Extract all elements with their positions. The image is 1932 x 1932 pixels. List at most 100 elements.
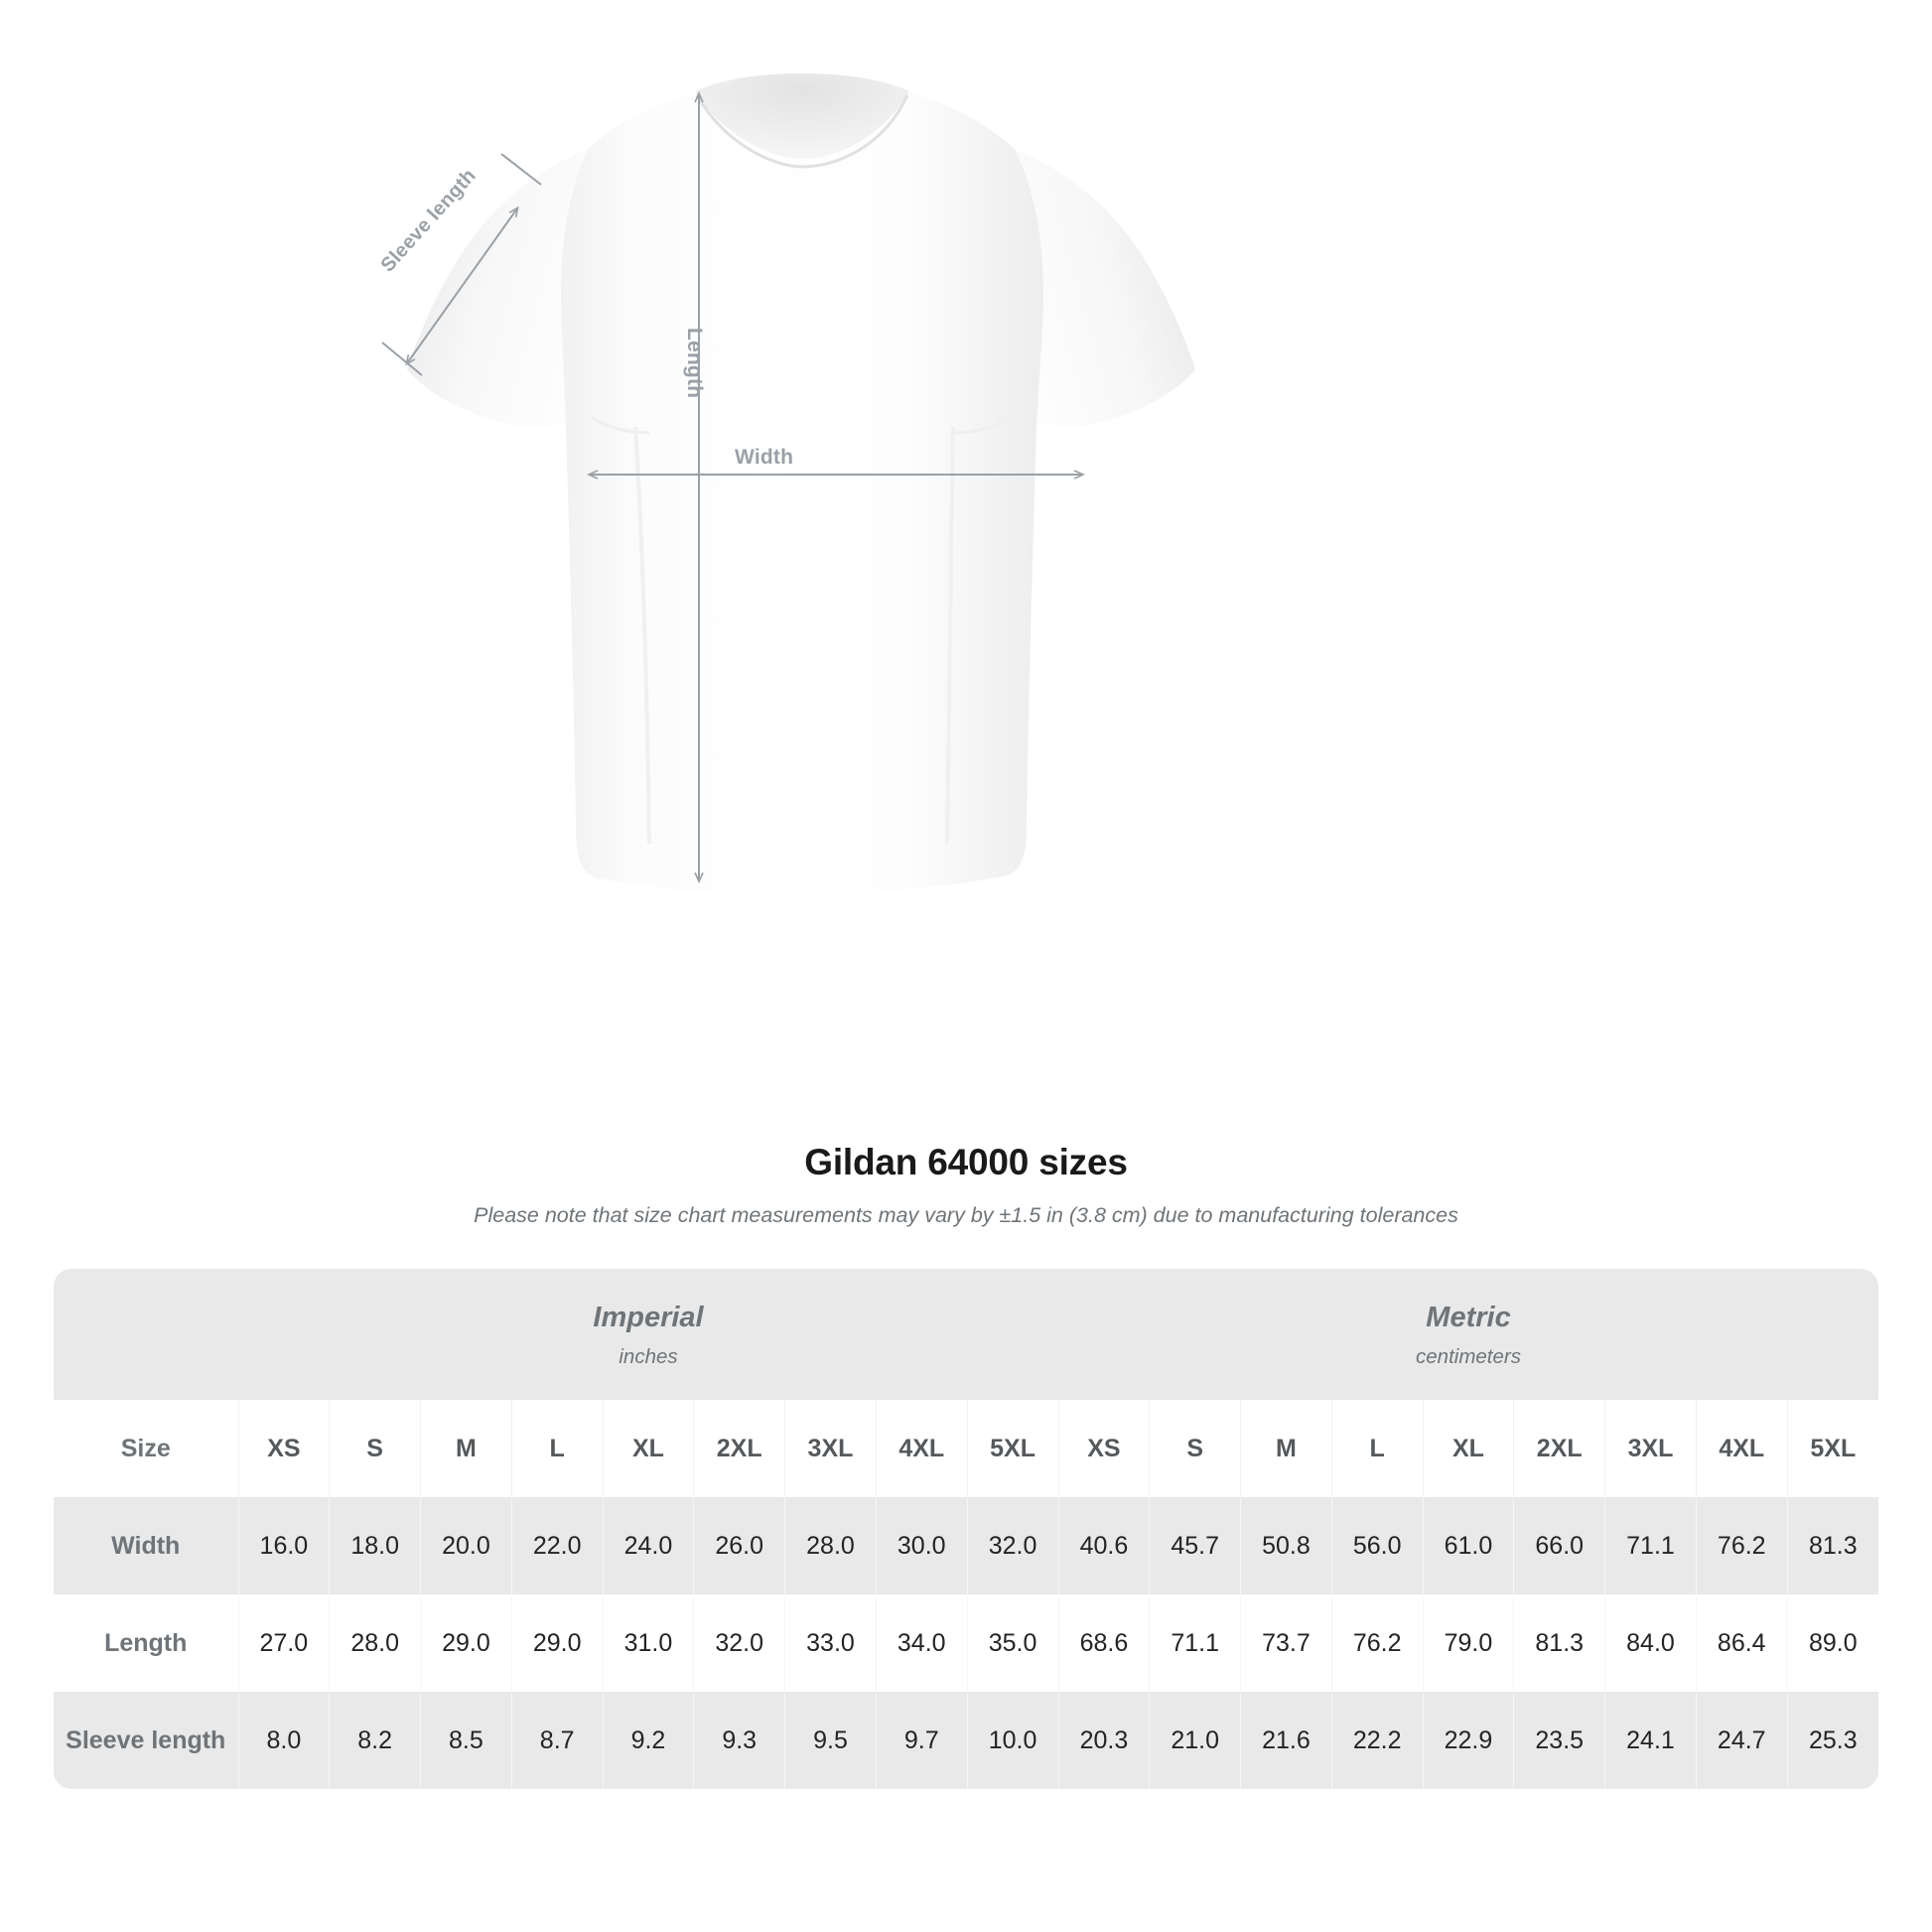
measurement-value-cell: 33.0 — [784, 1594, 877, 1692]
measurement-value-cell: 22.0 — [510, 1497, 604, 1594]
measurement-value-cell: 24.0 — [602, 1497, 694, 1594]
measurement-value-cell: 50.8 — [1240, 1497, 1332, 1594]
measurement-value-cell: 29.0 — [510, 1594, 604, 1692]
measurement-value-cell: 76.2 — [1330, 1594, 1424, 1692]
measurement-value-cell: 8.0 — [237, 1692, 330, 1789]
measurement-value-cell: 73.7 — [1240, 1594, 1332, 1692]
measurement-value-cell: 22.2 — [1330, 1692, 1424, 1789]
measurement-value-cell: 9.3 — [693, 1692, 785, 1789]
sleeve-length-dimension-arrow — [381, 153, 542, 376]
size-column-header: 2XL — [1513, 1400, 1605, 1497]
measurement-value-cell: 34.0 — [875, 1594, 968, 1692]
size-column-header: S — [1149, 1400, 1241, 1497]
measurement-value-cell: 21.0 — [1149, 1692, 1241, 1789]
measurement-value-cell: 9.2 — [602, 1692, 694, 1789]
measurement-value-cell: 29.0 — [420, 1594, 512, 1692]
title-block: Gildan 64000 sizes Please note that size… — [0, 1142, 1932, 1228]
measurement-value-cell: 24.1 — [1604, 1692, 1697, 1789]
size-header-row: Size XS S M L XL 2XL 3XL 4XL 5XL XS S M L XL 2XL 3XL 4XL 5… — [54, 1400, 1878, 1497]
size-row-header: Size — [54, 1400, 238, 1497]
tshirt-diagram: Sleeve length Length Width — [376, 73, 1195, 896]
measurement-value-cell: 21.6 — [1240, 1692, 1332, 1789]
size-column-header: 3XL — [784, 1400, 877, 1497]
size-column-header: XS — [237, 1400, 330, 1497]
tshirt-illustration — [381, 73, 1195, 896]
measurement-row-header: Sleeve length — [54, 1692, 238, 1789]
imperial-unit-header: Imperial inches — [238, 1269, 1059, 1400]
unit-band-spacer — [54, 1269, 238, 1400]
measurement-value-cell: 25.3 — [1786, 1692, 1878, 1789]
measurement-value-cell: 16.0 — [237, 1497, 330, 1594]
measurement-value-cell: 8.5 — [420, 1692, 512, 1789]
size-column-header: L — [1330, 1400, 1424, 1497]
measurement-value-cell: 18.0 — [329, 1497, 421, 1594]
metric-unit-header-sub: centimeters — [1416, 1345, 1521, 1369]
length-label: Length — [683, 328, 706, 399]
measurement-value-cell: 76.2 — [1695, 1497, 1788, 1594]
measurement-value-cell: 61.0 — [1422, 1497, 1514, 1594]
measurement-value-cell: 27.0 — [237, 1594, 330, 1692]
page-title: Gildan 64000 sizes — [804, 1142, 1128, 1182]
measurement-value-cell: 84.0 — [1604, 1594, 1697, 1692]
size-column-header: XL — [1422, 1400, 1514, 1497]
unit-system-header-row: Imperial inches Metric centimeters — [54, 1269, 1878, 1400]
size-column-header: M — [420, 1400, 512, 1497]
measurement-value-cell: 9.7 — [875, 1692, 968, 1789]
measurement-value-cell: 32.0 — [693, 1594, 785, 1692]
measurement-value-cell: 45.7 — [1149, 1497, 1241, 1594]
tshirt-body-shape — [407, 73, 1195, 896]
size-column-header: S — [329, 1400, 421, 1497]
size-chart-table: Imperial inches Metric centimeters Size XS S M L… — [54, 1269, 1878, 1789]
measurement-value-cell: 86.4 — [1695, 1594, 1788, 1692]
measurement-value-cell: 28.0 — [784, 1497, 877, 1594]
width-label: Width — [735, 446, 794, 469]
size-column-header: M — [1240, 1400, 1332, 1497]
measurement-value-cell: 71.1 — [1149, 1594, 1241, 1692]
measurement-value-cell: 68.6 — [1057, 1594, 1150, 1692]
measurement-value-cell: 26.0 — [693, 1497, 785, 1594]
measurement-value-cell: 81.3 — [1513, 1594, 1605, 1692]
measurement-value-cell: 24.7 — [1695, 1692, 1788, 1789]
table-row: Sleeve length 8.0 8.2 8.5 8.7 9.2 9.3 9.5 9.7 10.… — [54, 1692, 1878, 1789]
size-chart-table-wrapper: Imperial inches Metric centimeters Size XS S M L… — [54, 1269, 1878, 1789]
measurement-value-cell: 23.5 — [1513, 1692, 1605, 1789]
size-column-header: XS — [1057, 1400, 1150, 1497]
measurement-value-cell: 8.7 — [510, 1692, 604, 1789]
measurement-value-cell: 81.3 — [1786, 1497, 1878, 1594]
size-column-header: 4XL — [875, 1400, 968, 1497]
measurement-value-cell: 28.0 — [329, 1594, 421, 1692]
measurement-value-cell: 56.0 — [1330, 1497, 1424, 1594]
tolerance-note: Please note that size chart measurements… — [474, 1203, 1458, 1227]
measurement-value-cell: 66.0 — [1513, 1497, 1605, 1594]
size-column-header: 4XL — [1695, 1400, 1788, 1497]
size-column-header: XL — [602, 1400, 694, 1497]
measurement-value-cell: 10.0 — [966, 1692, 1059, 1789]
measurement-value-cell: 8.2 — [329, 1692, 421, 1789]
table-row: Length 27.0 28.0 29.0 29.0 31.0 32.0 33.0 34.0 35… — [54, 1594, 1878, 1692]
measurement-value-cell: 20.0 — [420, 1497, 512, 1594]
size-column-header: 5XL — [1786, 1400, 1878, 1497]
imperial-unit-header-name: Imperial — [593, 1301, 704, 1333]
measurement-value-cell: 35.0 — [966, 1594, 1059, 1692]
measurement-value-cell: 40.6 — [1057, 1497, 1150, 1594]
measurement-value-cell: 30.0 — [875, 1497, 968, 1594]
measurement-value-cell: 20.3 — [1057, 1692, 1150, 1789]
table-row: Width 16.0 18.0 20.0 22.0 24.0 26.0 28.0 30.0 32.… — [54, 1497, 1878, 1594]
measurement-value-cell: 31.0 — [602, 1594, 694, 1692]
size-column-header: 3XL — [1604, 1400, 1697, 1497]
measurement-row-header: Length — [54, 1594, 238, 1692]
measurement-row-header: Width — [54, 1497, 238, 1594]
imperial-unit-header-sub: inches — [619, 1345, 678, 1369]
measurement-value-cell: 89.0 — [1786, 1594, 1878, 1692]
size-column-header: 2XL — [693, 1400, 785, 1497]
measurement-value-cell: 32.0 — [966, 1497, 1059, 1594]
size-column-header: 5XL — [966, 1400, 1059, 1497]
metric-unit-header: Metric centimeters — [1058, 1269, 1878, 1400]
size-column-header: L — [510, 1400, 604, 1497]
measurement-value-cell: 71.1 — [1604, 1497, 1697, 1594]
measurement-value-cell: 9.5 — [784, 1692, 877, 1789]
metric-unit-header-name: Metric — [1426, 1301, 1511, 1333]
measurement-value-cell: 79.0 — [1422, 1594, 1514, 1692]
measurement-value-cell: 22.9 — [1422, 1692, 1514, 1789]
